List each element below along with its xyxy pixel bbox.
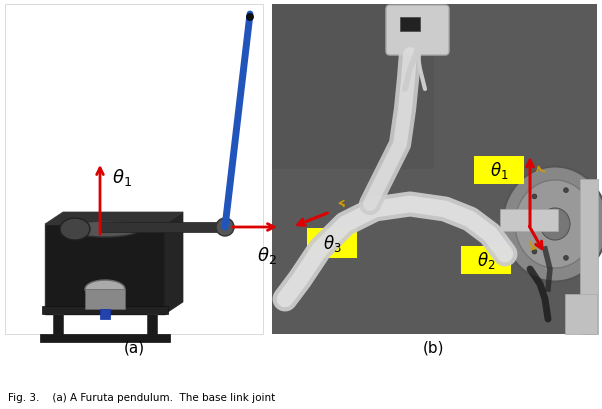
Ellipse shape [563,188,568,193]
FancyBboxPatch shape [100,309,110,319]
Text: $\theta_2$: $\theta_2$ [257,245,277,265]
Text: $\theta_3$: $\theta_3$ [323,233,341,254]
Ellipse shape [540,209,570,240]
Ellipse shape [532,194,537,200]
Ellipse shape [515,180,595,268]
FancyBboxPatch shape [85,289,125,309]
FancyBboxPatch shape [272,5,434,170]
Ellipse shape [563,256,568,261]
FancyBboxPatch shape [45,225,165,314]
Ellipse shape [85,280,125,298]
Ellipse shape [521,222,526,227]
FancyBboxPatch shape [580,180,598,334]
Ellipse shape [583,234,588,239]
Ellipse shape [503,167,602,282]
FancyBboxPatch shape [400,18,420,32]
FancyBboxPatch shape [272,5,597,334]
Ellipse shape [60,218,90,240]
Text: $\theta_1$: $\theta_1$ [489,160,508,181]
FancyBboxPatch shape [386,6,449,56]
FancyBboxPatch shape [474,157,524,184]
FancyBboxPatch shape [461,246,511,274]
Ellipse shape [70,221,140,237]
FancyBboxPatch shape [40,334,170,342]
FancyBboxPatch shape [53,314,63,334]
FancyBboxPatch shape [147,314,157,334]
Text: $\theta_1$: $\theta_1$ [112,167,132,188]
FancyBboxPatch shape [565,294,597,334]
Text: (b): (b) [423,339,445,355]
FancyBboxPatch shape [5,5,263,334]
Polygon shape [165,213,183,314]
FancyBboxPatch shape [42,306,168,314]
FancyBboxPatch shape [307,229,357,258]
FancyBboxPatch shape [100,222,220,232]
Ellipse shape [216,218,234,236]
Text: Fig. 3.    (a) A Furuta pendulum.  The base link joint: Fig. 3. (a) A Furuta pendulum. The base … [8,392,275,402]
Polygon shape [45,213,183,225]
Ellipse shape [246,14,253,21]
FancyBboxPatch shape [500,209,558,231]
Ellipse shape [532,249,537,254]
Text: (a): (a) [123,339,144,355]
Text: $\theta_2$: $\theta_2$ [477,250,495,271]
